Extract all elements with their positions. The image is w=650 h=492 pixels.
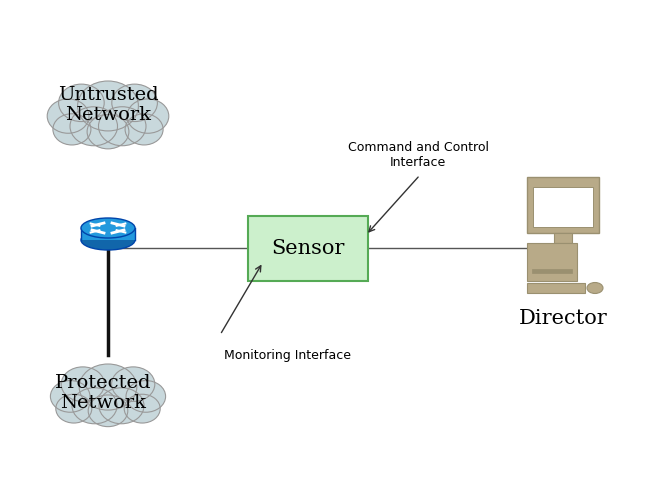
Ellipse shape [112,84,157,122]
FancyBboxPatch shape [527,243,577,281]
FancyBboxPatch shape [248,215,368,280]
Text: Sensor: Sensor [271,239,345,257]
Ellipse shape [124,394,160,423]
FancyBboxPatch shape [554,233,572,243]
Ellipse shape [127,99,169,133]
Ellipse shape [81,230,135,250]
Ellipse shape [587,282,603,294]
Polygon shape [81,228,135,240]
Ellipse shape [112,367,155,401]
Ellipse shape [99,388,144,424]
Text: Untrusted
Network: Untrusted Network [58,86,159,124]
Ellipse shape [125,114,163,145]
Ellipse shape [61,367,105,401]
Ellipse shape [126,380,166,412]
Ellipse shape [51,380,90,412]
Text: Director: Director [519,308,607,328]
FancyBboxPatch shape [527,177,599,233]
FancyBboxPatch shape [532,269,572,273]
Ellipse shape [87,115,129,149]
FancyBboxPatch shape [533,187,593,227]
Ellipse shape [81,218,135,238]
Ellipse shape [70,107,118,146]
Ellipse shape [56,394,92,423]
Ellipse shape [58,84,104,122]
Ellipse shape [53,114,91,145]
Ellipse shape [47,99,89,133]
Text: Monitoring Interface: Monitoring Interface [224,348,352,362]
Text: Command and Control
Interface: Command and Control Interface [348,141,489,169]
Ellipse shape [77,81,138,131]
Text: Protected
Network: Protected Network [55,373,151,412]
Ellipse shape [88,395,128,427]
Ellipse shape [72,388,117,424]
Ellipse shape [79,364,136,410]
Ellipse shape [99,107,146,146]
FancyBboxPatch shape [527,283,585,293]
